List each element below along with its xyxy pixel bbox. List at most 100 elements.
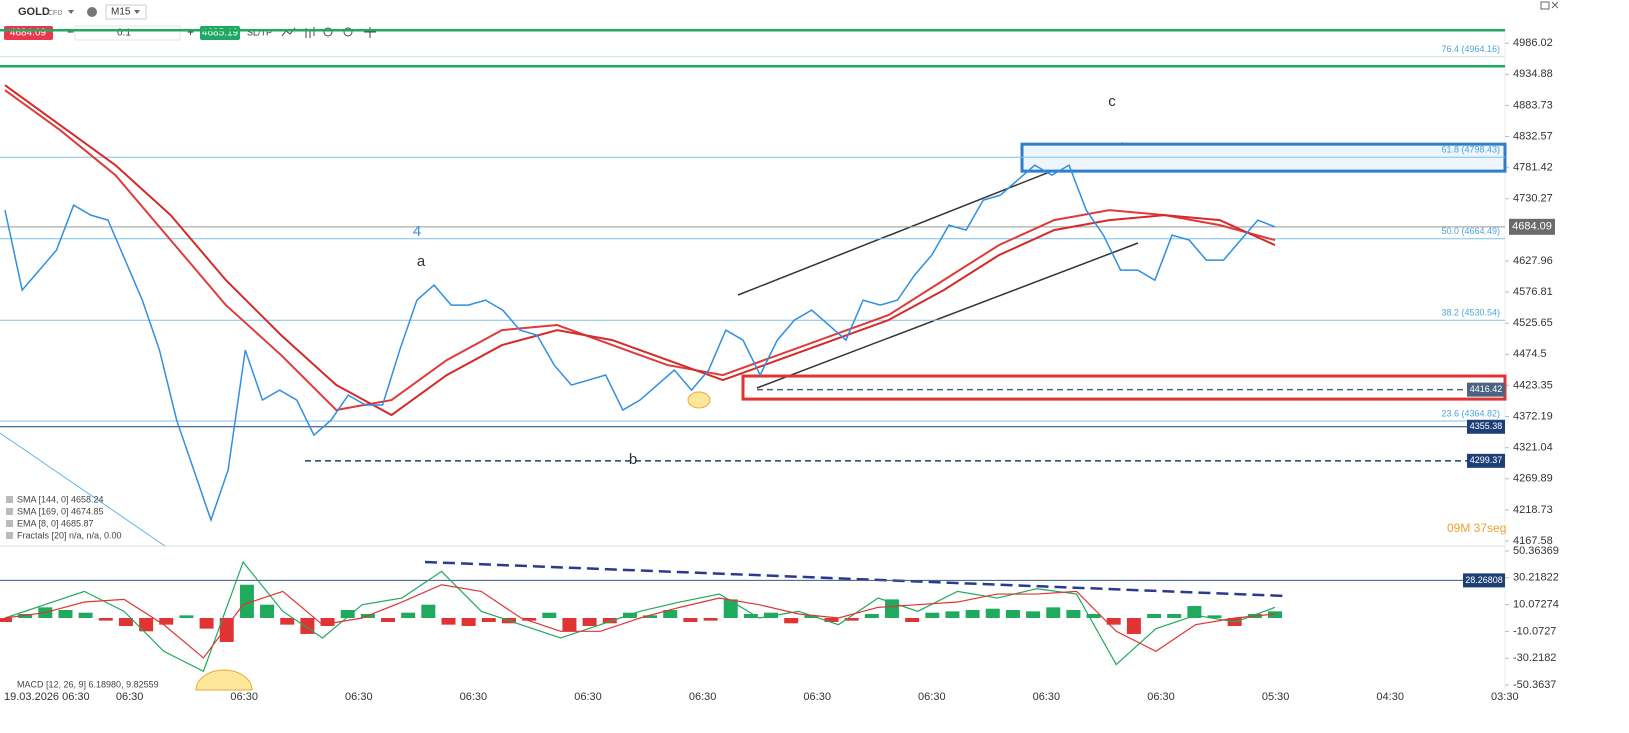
macd-histogram-bar: [381, 618, 396, 622]
macd-histogram-bar: [340, 610, 355, 618]
macd-histogram-bar: [602, 618, 617, 624]
macd-histogram-bar: [562, 618, 577, 632]
y-tick-label: 4627.96: [1513, 255, 1553, 267]
macd-histogram-bar: [522, 618, 537, 621]
macd-label: MACD [12, 26, 9] 6.18980, 9.82559: [17, 679, 159, 689]
macd-histogram-bar: [1086, 614, 1101, 618]
y-tick-label: 4525.65: [1513, 317, 1553, 329]
dropdown-icon[interactable]: [68, 10, 74, 14]
sltp-button[interactable]: SL/TP: [247, 27, 272, 37]
macd-histogram-bar: [1207, 615, 1222, 618]
buy-price[interactable]: 4685.19: [202, 28, 239, 39]
macd-histogram-bar: [703, 618, 718, 621]
macd-histogram-bar: [925, 612, 940, 618]
x-tick-label: 06:30: [689, 691, 717, 703]
x-tick-label: 03:30: [1491, 691, 1519, 703]
wave-label: c: [1108, 93, 1116, 110]
macd-histogram-bar: [461, 618, 476, 626]
indicator-label: EMA [8, 0] 4685.87: [17, 518, 94, 528]
indicator-label: Fractals [20] n/a, n/a, 0.00: [17, 530, 122, 540]
macd-histogram-bar: [643, 615, 658, 618]
x-tick-label: 06:30: [460, 691, 488, 703]
timeframe-box[interactable]: [105, 4, 147, 20]
y-tick-label: -50.3637: [1513, 679, 1556, 691]
macd-histogram-bar: [1005, 610, 1020, 618]
macd-histogram-bar: [764, 612, 779, 618]
zoom-in-icon[interactable]: [343, 27, 353, 37]
x-tick-label: 05:30: [1262, 691, 1290, 703]
macd-histogram-bar: [139, 618, 154, 632]
highlight-ellipse: [195, 669, 253, 691]
macd-histogram-bar: [219, 618, 234, 642]
macd-histogram-bar: [18, 614, 33, 618]
info-icon[interactable]: [87, 7, 97, 17]
macd-histogram-bar: [280, 618, 295, 625]
x-tick-label: 04:30: [1376, 691, 1404, 703]
fib-label: 38.2 (4530.54): [1441, 308, 1500, 318]
macd-histogram-bar: [1268, 611, 1282, 618]
x-tick-label: 06:30: [230, 691, 258, 703]
zoom-out-icon[interactable]: [323, 27, 333, 37]
macd-histogram-bar: [401, 612, 416, 618]
x-tick-label: 06:30: [345, 691, 373, 703]
x-tick-label: 06:30: [1147, 691, 1175, 703]
fib-label: 23.6 (4364.82): [1441, 408, 1500, 418]
fib-label: 76.4 (4964.16): [1441, 44, 1500, 54]
crosshair-icon[interactable]: [364, 27, 376, 38]
macd-histogram-bar: [421, 604, 436, 618]
highlight-ellipse: [687, 391, 711, 409]
y-tick-label: -30.2182: [1513, 652, 1556, 664]
minus-button[interactable]: −: [67, 25, 74, 39]
trend-line: [0, 432, 166, 547]
macd-histogram-bar: [663, 610, 678, 618]
legend-icon: [6, 496, 13, 503]
macd-histogram-bar: [1187, 606, 1202, 618]
price-series: [4, 89, 1276, 412]
macd-histogram-bar: [441, 618, 456, 625]
y-tick-label: 4372.19: [1513, 410, 1553, 422]
macd-histogram-bar: [1167, 614, 1182, 618]
y-tick-label: -10.0727: [1513, 625, 1556, 637]
close-icon[interactable]: [1551, 1, 1559, 9]
macd-histogram-bar: [1026, 611, 1041, 618]
y-tick-label: 4423.35: [1513, 379, 1553, 391]
volume[interactable]: 0.1: [117, 28, 131, 39]
price-tag-label: 4355.38: [1470, 421, 1503, 431]
level-tag: [1463, 573, 1505, 588]
instrument-type: CFD: [48, 10, 62, 17]
price-tag: [1467, 419, 1505, 434]
macd-histogram-bar: [1066, 610, 1081, 618]
legend-icon: [6, 508, 13, 515]
channel-line: [756, 242, 1139, 389]
macd-histogram-bar: [260, 604, 275, 618]
price-tag: [1467, 453, 1505, 468]
y-tick-label: 4321.04: [1513, 442, 1553, 454]
macd-histogram-bar: [481, 618, 496, 622]
macd-histogram-bar: [0, 618, 12, 622]
window-icon[interactable]: [1540, 1, 1550, 10]
y-tick-label: 4934.88: [1513, 68, 1553, 80]
macd-histogram-bar: [985, 608, 1000, 618]
macd-line: [4, 584, 1276, 659]
macd-histogram-bar: [582, 618, 597, 626]
y-tick-label: 4474.5: [1513, 348, 1547, 360]
plus-button[interactable]: +: [187, 25, 194, 39]
y-tick-label: 4986.02: [1513, 37, 1553, 49]
symbol[interactable]: GOLD: [18, 6, 50, 18]
fib-label: 61.8 (4798.43): [1441, 145, 1500, 155]
current-price-tag: [1509, 218, 1555, 235]
y-tick-label: 4832.57: [1513, 130, 1553, 142]
x-tick-label: 06:30: [574, 691, 602, 703]
y-tick-label: 30.21822: [1513, 572, 1559, 584]
macd-histogram-bar: [1126, 618, 1141, 634]
y-tick-label: 4781.42: [1513, 162, 1553, 174]
timeframe[interactable]: M15: [111, 7, 131, 18]
macd-histogram-bar: [824, 618, 839, 622]
macd-histogram-bar: [159, 618, 174, 625]
macd-histogram-bar: [179, 615, 194, 618]
y-tick-label: 4269.89: [1513, 473, 1553, 485]
level-tag-label: 28.26808: [1465, 575, 1503, 585]
macd-histogram-bar: [743, 614, 758, 618]
indicator-label: SMA [169, 0] 4674.85: [17, 506, 104, 516]
sell-price[interactable]: 4684.09: [10, 28, 47, 39]
